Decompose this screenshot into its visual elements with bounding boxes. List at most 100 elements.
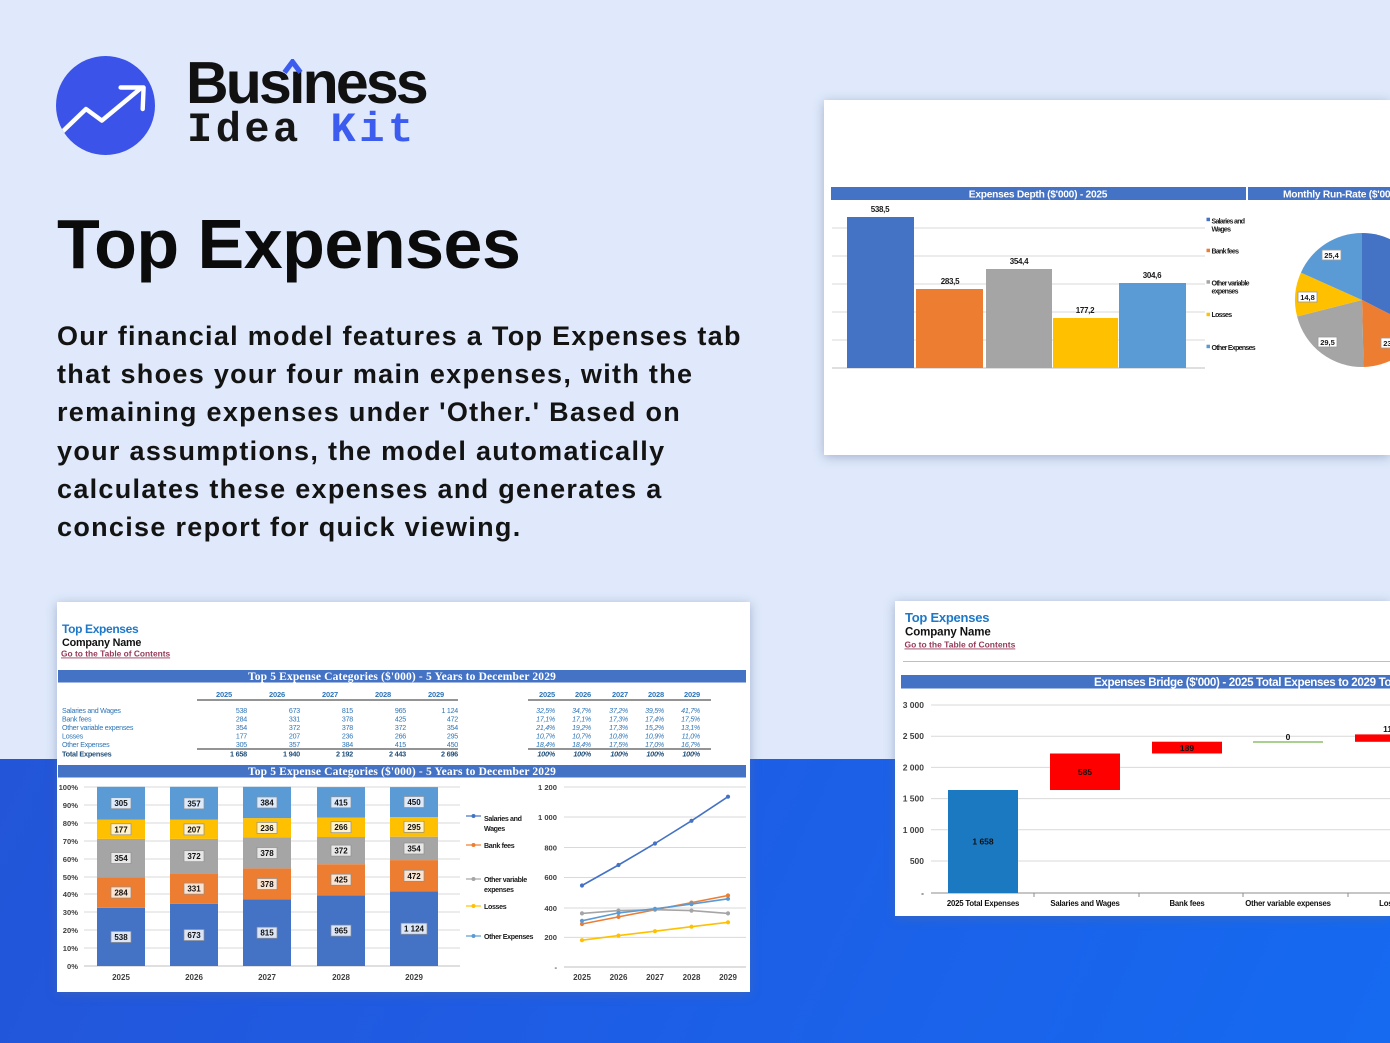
svg-text:50%: 50%: [63, 873, 78, 882]
svg-text:378: 378: [260, 849, 274, 858]
svg-text:3 000: 3 000: [903, 700, 925, 710]
svg-text:415: 415: [334, 798, 348, 807]
svg-text:Other Expenses: Other Expenses: [484, 933, 534, 941]
svg-text:472: 472: [407, 872, 421, 881]
svg-text:236: 236: [342, 733, 353, 741]
svg-text:17,5%: 17,5%: [609, 741, 628, 749]
svg-text:450: 450: [407, 798, 421, 807]
svg-text:2028: 2028: [332, 973, 350, 982]
svg-text:Losses: Losses: [1212, 312, 1233, 319]
svg-text:2 500: 2 500: [903, 731, 925, 741]
svg-text:13,1%: 13,1%: [681, 724, 700, 732]
svg-text:2025 Total Expenses: 2025 Total Expenses: [947, 899, 1020, 908]
svg-text:Wages: Wages: [1212, 227, 1232, 234]
svg-text:673: 673: [187, 931, 201, 940]
svg-text:354: 354: [407, 845, 421, 854]
svg-text:2025: 2025: [539, 690, 555, 699]
svg-text:354: 354: [236, 724, 247, 732]
svg-text:39,5%: 39,5%: [645, 707, 664, 715]
svg-text:10,8%: 10,8%: [609, 733, 628, 741]
svg-text:372: 372: [187, 852, 201, 861]
svg-text:37,2%: 37,2%: [609, 707, 628, 715]
svg-text:Bank fees: Bank fees: [484, 842, 515, 850]
svg-text:Wages: Wages: [484, 825, 505, 833]
svg-text:17,3%: 17,3%: [609, 716, 628, 724]
svg-text:177: 177: [236, 733, 247, 741]
svg-text:15,2%: 15,2%: [645, 724, 664, 732]
svg-text:17,0%: 17,0%: [645, 741, 664, 749]
svg-text:207: 207: [187, 825, 201, 834]
svg-text:29,5: 29,5: [1320, 338, 1335, 347]
svg-text:100%: 100%: [646, 750, 664, 759]
svg-text:372: 372: [334, 847, 348, 856]
svg-text:425: 425: [334, 876, 348, 885]
svg-text:965: 965: [334, 927, 348, 936]
svg-text:100%: 100%: [682, 750, 700, 759]
svg-text:Other variable expenses: Other variable expenses: [1245, 899, 1331, 908]
svg-text:304,6: 304,6: [1143, 271, 1162, 280]
svg-text:2027: 2027: [646, 973, 664, 982]
svg-text:354,4: 354,4: [1010, 257, 1029, 266]
svg-text:10%: 10%: [63, 944, 78, 953]
svg-text:Other Expenses: Other Expenses: [62, 741, 110, 749]
svg-text:331: 331: [187, 885, 201, 894]
svg-text:Company Name: Company Name: [905, 627, 991, 639]
svg-text:100%: 100%: [59, 783, 79, 792]
svg-text:11,0%: 11,0%: [682, 733, 700, 741]
svg-text:538: 538: [114, 933, 128, 942]
svg-text:Salaries and: Salaries and: [1212, 219, 1245, 226]
svg-text:2027: 2027: [612, 690, 628, 699]
svg-text:815: 815: [260, 929, 274, 938]
svg-text:10,9%: 10,9%: [645, 733, 664, 741]
svg-text:378: 378: [260, 880, 274, 889]
svg-text:1 658: 1 658: [230, 750, 247, 759]
svg-text:1 500: 1 500: [903, 794, 925, 804]
svg-text:472: 472: [447, 716, 458, 724]
svg-text:18,4%: 18,4%: [536, 741, 555, 749]
svg-text:100%: 100%: [537, 750, 555, 759]
svg-text:19,2%: 19,2%: [572, 724, 591, 732]
svg-text:0: 0: [1286, 732, 1291, 742]
svg-text:965: 965: [395, 707, 406, 715]
svg-text:Bank fees: Bank fees: [62, 716, 92, 724]
svg-text:378: 378: [342, 724, 353, 732]
svg-text:266: 266: [334, 823, 348, 832]
svg-text:2029: 2029: [719, 973, 737, 982]
svg-text:1 000: 1 000: [903, 825, 925, 835]
svg-text:1 200: 1 200: [538, 783, 557, 792]
svg-text:400: 400: [544, 904, 557, 913]
svg-text:2028: 2028: [683, 973, 701, 982]
svg-text:Top Expenses: Top Expenses: [62, 622, 139, 636]
svg-text:Top 5 Expense Categories ($'00: Top 5 Expense Categories ($'000) - 5 Yea…: [248, 670, 556, 683]
svg-text:Salaries and Wages: Salaries and Wages: [1050, 899, 1120, 908]
svg-text:100%: 100%: [573, 750, 591, 759]
svg-text:384: 384: [342, 741, 353, 749]
svg-text:Expenses Depth ($'000) - 2025: Expenses Depth ($'000) - 2025: [969, 189, 1108, 200]
svg-text:expenses: expenses: [1212, 289, 1239, 296]
svg-text:Go to the Table of Contents: Go to the Table of Contents: [905, 640, 1016, 650]
svg-text:378: 378: [342, 716, 353, 724]
svg-text:Bank fees: Bank fees: [1212, 248, 1240, 255]
svg-text:1 940: 1 940: [283, 750, 300, 759]
svg-text:40%: 40%: [63, 890, 78, 899]
svg-text:266: 266: [395, 733, 406, 741]
svg-text:-: -: [554, 963, 557, 972]
svg-text:18,4%: 18,4%: [572, 741, 591, 749]
svg-text:2029: 2029: [405, 973, 423, 982]
svg-text:20%: 20%: [63, 926, 78, 935]
svg-text:Losses: Losses: [62, 733, 84, 741]
svg-text:284: 284: [114, 889, 128, 898]
svg-text:14,8: 14,8: [1300, 293, 1315, 302]
svg-text:295: 295: [407, 823, 421, 832]
svg-text:357: 357: [289, 741, 300, 749]
svg-text:17,1%: 17,1%: [572, 716, 591, 724]
svg-text:200: 200: [544, 933, 557, 942]
svg-text:32,5%: 32,5%: [536, 707, 555, 715]
svg-text:60%: 60%: [63, 855, 78, 864]
svg-text:2026: 2026: [575, 690, 591, 699]
svg-text:expenses: expenses: [484, 886, 514, 894]
svg-text:2029: 2029: [428, 690, 444, 699]
svg-text:284: 284: [236, 716, 247, 724]
svg-text:815: 815: [342, 707, 353, 715]
svg-text:331: 331: [289, 716, 300, 724]
